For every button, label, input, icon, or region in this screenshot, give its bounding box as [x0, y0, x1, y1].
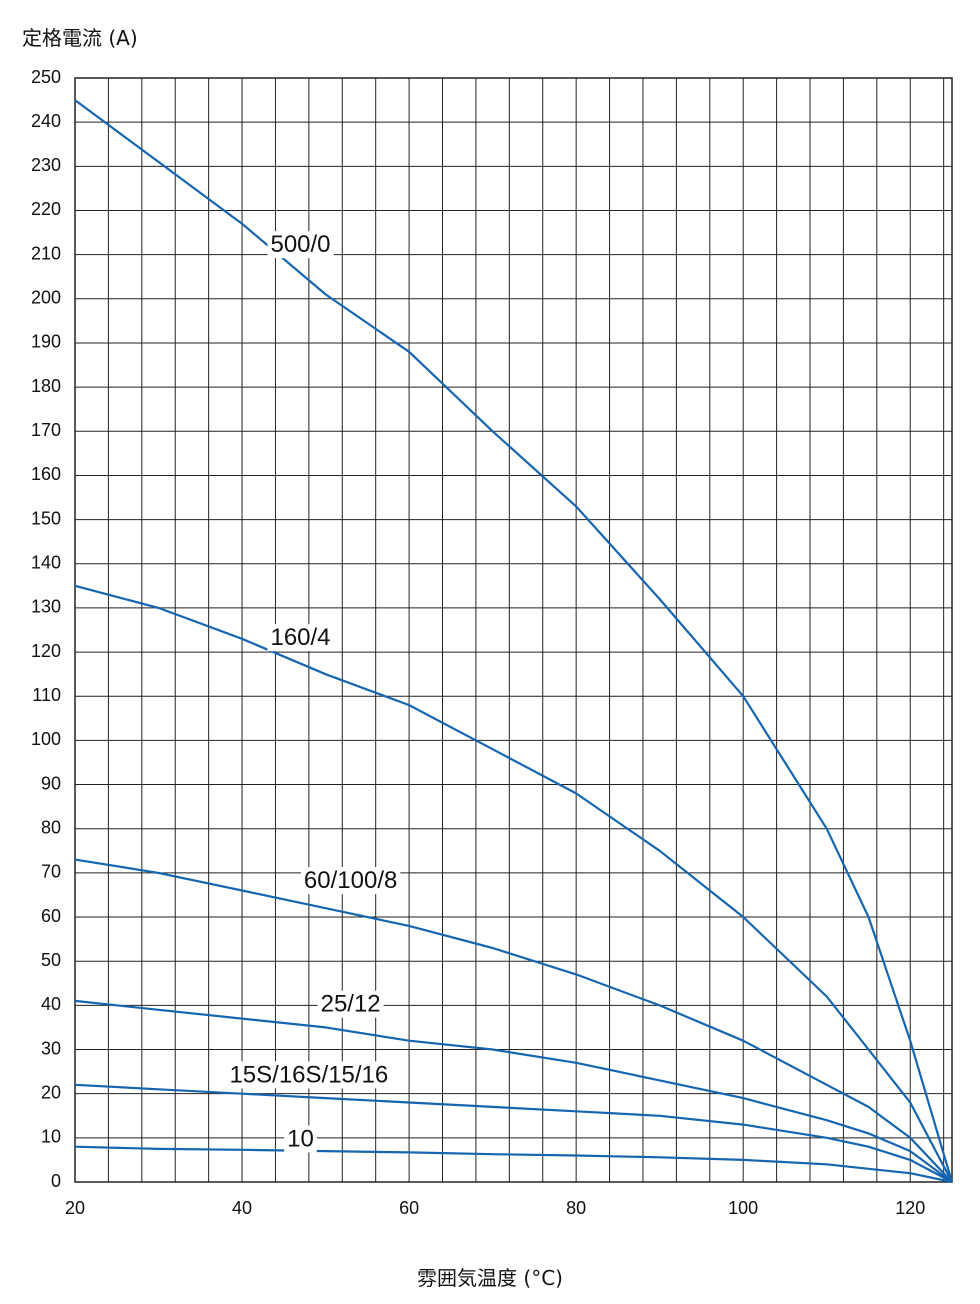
series-line-25-12: [74, 999, 953, 1183]
y-tick-label: 70: [41, 862, 61, 882]
x-tick-label: 60: [399, 1198, 419, 1218]
y-tick-label: 160: [31, 464, 61, 484]
y-tick-label: 90: [41, 773, 61, 793]
y-tick-label: 180: [31, 376, 61, 396]
x-axis-title: 雰囲気温度 (°C): [417, 1266, 563, 1290]
y-tick-label: 250: [31, 67, 61, 87]
series-line-60-100-8: [74, 858, 953, 1183]
series-label: 500/0: [270, 231, 330, 258]
series-labels: 500/0 160/4 60/100/8 25/12 15S/16S/15/16 10: [226, 231, 401, 1153]
series-label-background: [317, 990, 384, 1018]
y-tick-label: 10: [41, 1127, 61, 1147]
series-line-160-4: [74, 584, 953, 1183]
y-tick-label: 100: [31, 729, 61, 749]
y-tick-label: 140: [31, 553, 61, 573]
y-tick-label: 0: [51, 1171, 61, 1191]
y-tick-label: 220: [31, 199, 61, 219]
y-tick-label: 60: [41, 906, 61, 926]
x-tick-label: 80: [566, 1198, 586, 1218]
series-label: 160/4: [270, 624, 330, 651]
y-tick-label: 80: [41, 817, 61, 837]
y-tick-label: 130: [31, 597, 61, 617]
series-label-background: [267, 624, 334, 652]
series-label: 15S/16S/15/16: [229, 1061, 388, 1088]
series-label-background: [284, 1125, 317, 1153]
series-label-background: [267, 231, 334, 259]
y-tick-label: 50: [41, 950, 61, 970]
x-tick-labels: 20 40 60 80 100 120: [65, 1198, 925, 1218]
series-lines: [74, 99, 954, 1184]
series-label: 10: [287, 1125, 314, 1152]
x-tick-label: 100: [728, 1198, 758, 1218]
series-line-15S-16S-15-16: [74, 1083, 953, 1183]
y-tick-label: 190: [31, 332, 61, 352]
series-line-10: [74, 1145, 953, 1184]
y-tick-labels: 0 10 20 30 40 50 60 70 80 90 100 110 120 130 140 150 160…: [31, 67, 61, 1191]
y-tick-label: 120: [31, 641, 61, 661]
y-tick-label: 110: [32, 685, 61, 705]
series-label-background: [226, 1061, 392, 1089]
y-axis-title: 定格電流 (A): [22, 26, 138, 50]
grid: [74, 77, 953, 1183]
y-tick-label: 200: [31, 288, 61, 308]
y-tick-label: 170: [31, 420, 61, 440]
y-tick-label: 210: [31, 243, 61, 263]
y-tick-label: 230: [31, 155, 61, 175]
series-label-background: [300, 867, 401, 895]
x-tick-label: 20: [65, 1198, 85, 1218]
y-tick-label: 150: [31, 508, 61, 528]
y-tick-label: 240: [31, 111, 61, 131]
y-tick-label: 40: [41, 994, 61, 1014]
x-tick-label: 120: [895, 1198, 925, 1218]
series-label: 25/12: [321, 991, 381, 1018]
y-tick-label: 30: [41, 1038, 61, 1058]
y-tick-label: 20: [41, 1082, 61, 1102]
plot-frame: [74, 77, 953, 1183]
series-line-500-0: [74, 99, 954, 1183]
series-label: 60/100/8: [304, 867, 397, 894]
x-tick-label: 40: [232, 1198, 252, 1218]
